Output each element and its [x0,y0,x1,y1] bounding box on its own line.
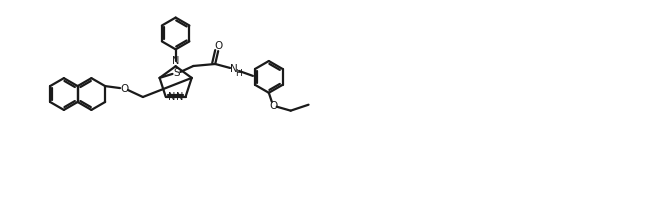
Text: O: O [214,41,222,51]
Text: H: H [235,69,242,78]
Text: N: N [176,92,183,102]
Text: N: N [168,92,176,102]
Text: N: N [230,64,238,74]
Text: O: O [270,101,278,111]
Text: N: N [172,56,179,66]
Text: S: S [173,68,179,78]
Text: O: O [120,84,128,94]
